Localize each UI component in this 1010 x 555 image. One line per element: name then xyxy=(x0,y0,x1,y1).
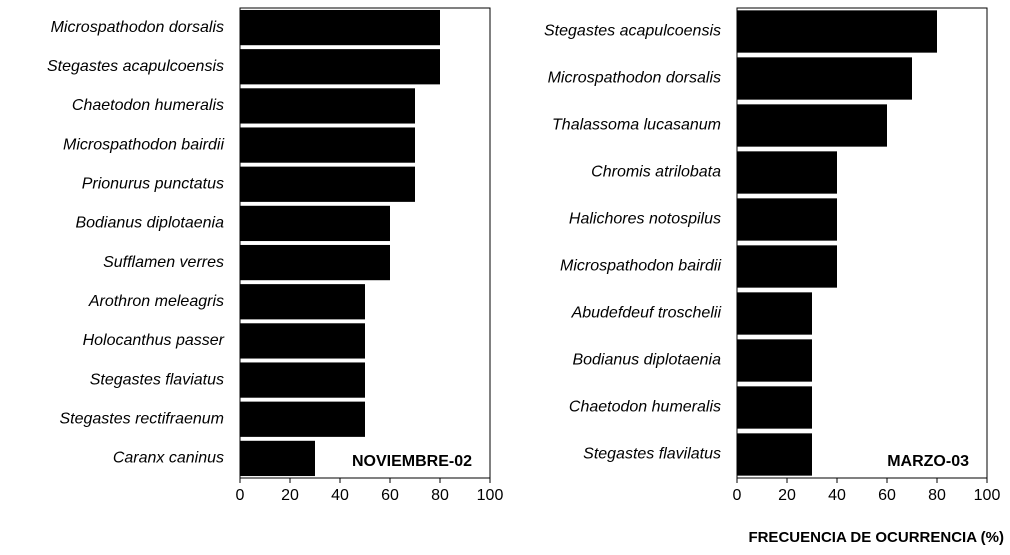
bar xyxy=(737,245,837,288)
x-axis-label: FRECUENCIA DE OCURRENCIA (%) xyxy=(748,529,1004,546)
y-tick-label: Prionurus punctatus xyxy=(82,175,224,192)
bar xyxy=(240,244,390,281)
y-tick-label: Stegastes acapulcoensis xyxy=(47,58,224,75)
x-tick-label: 60 xyxy=(381,487,399,504)
y-tick-label: Halichores notospilus xyxy=(569,211,721,228)
x-tick-label: 40 xyxy=(828,487,846,504)
x-tick-label: 80 xyxy=(431,487,449,504)
bar xyxy=(737,57,912,100)
x-tick-label: 0 xyxy=(236,487,245,504)
y-tick-label: Stegastes acapulcoensis xyxy=(544,23,721,40)
x-tick-label: 20 xyxy=(281,487,299,504)
y-tick-label: Microspathodon dorsalis xyxy=(51,19,224,36)
bar xyxy=(240,205,390,242)
y-tick-label: Stegastes rectifraenum xyxy=(59,410,224,427)
y-tick-label: Caranx caninus xyxy=(113,450,224,467)
y-tick-label: Abudefdeuf troschelii xyxy=(571,305,722,322)
bar xyxy=(240,88,415,124)
bar xyxy=(240,323,365,359)
annotation: NOVIEMBRE-02 xyxy=(352,453,472,470)
x-tick-label: 100 xyxy=(477,487,504,504)
bar xyxy=(737,433,812,476)
bar xyxy=(240,401,365,437)
y-tick-label: Stegastes flaviatus xyxy=(90,371,224,388)
bar xyxy=(737,10,937,53)
annotation: MARZO-03 xyxy=(887,453,969,470)
bar xyxy=(737,386,812,429)
y-tick-label: Sufflamen verres xyxy=(103,254,224,271)
x-tick-label: 60 xyxy=(878,487,896,504)
y-tick-label: Arothron meleagris xyxy=(88,293,224,310)
y-tick-label: Microspathodon bairdii xyxy=(63,136,224,153)
y-tick-label: Microspathodon bairdii xyxy=(560,258,721,275)
bar xyxy=(737,151,837,194)
bar xyxy=(240,9,440,46)
x-tick-label: 20 xyxy=(778,487,796,504)
x-tick-label: 100 xyxy=(974,487,1001,504)
bar xyxy=(240,284,365,320)
y-tick-label: Bodianus diplotaenia xyxy=(75,215,224,232)
x-tick-label: 80 xyxy=(928,487,946,504)
y-tick-label: Chaetodon humeralis xyxy=(72,97,224,114)
y-tick-label: Thalassoma lucasanum xyxy=(552,117,721,134)
bar xyxy=(737,104,887,147)
bar xyxy=(737,339,812,382)
x-tick-label: 40 xyxy=(331,487,349,504)
plot-frame xyxy=(239,7,491,479)
bar xyxy=(240,166,415,202)
y-tick-label: Chaetodon humeralis xyxy=(569,399,721,416)
y-tick-label: Microspathodon dorsalis xyxy=(548,70,721,87)
y-tick-label: Holocanthus passer xyxy=(83,332,225,349)
y-tick-label: Stegastes flavilatus xyxy=(583,446,721,463)
y-tick-label: Chromis atrilobata xyxy=(591,164,721,181)
bar xyxy=(240,49,440,85)
plot-frame xyxy=(736,7,988,479)
bar xyxy=(240,440,315,477)
y-tick-label: Bodianus diplotaenia xyxy=(572,352,721,369)
bar xyxy=(240,127,415,163)
bar xyxy=(737,198,837,241)
x-tick-label: 0 xyxy=(733,487,742,504)
bar xyxy=(737,292,812,335)
bar xyxy=(240,362,365,398)
